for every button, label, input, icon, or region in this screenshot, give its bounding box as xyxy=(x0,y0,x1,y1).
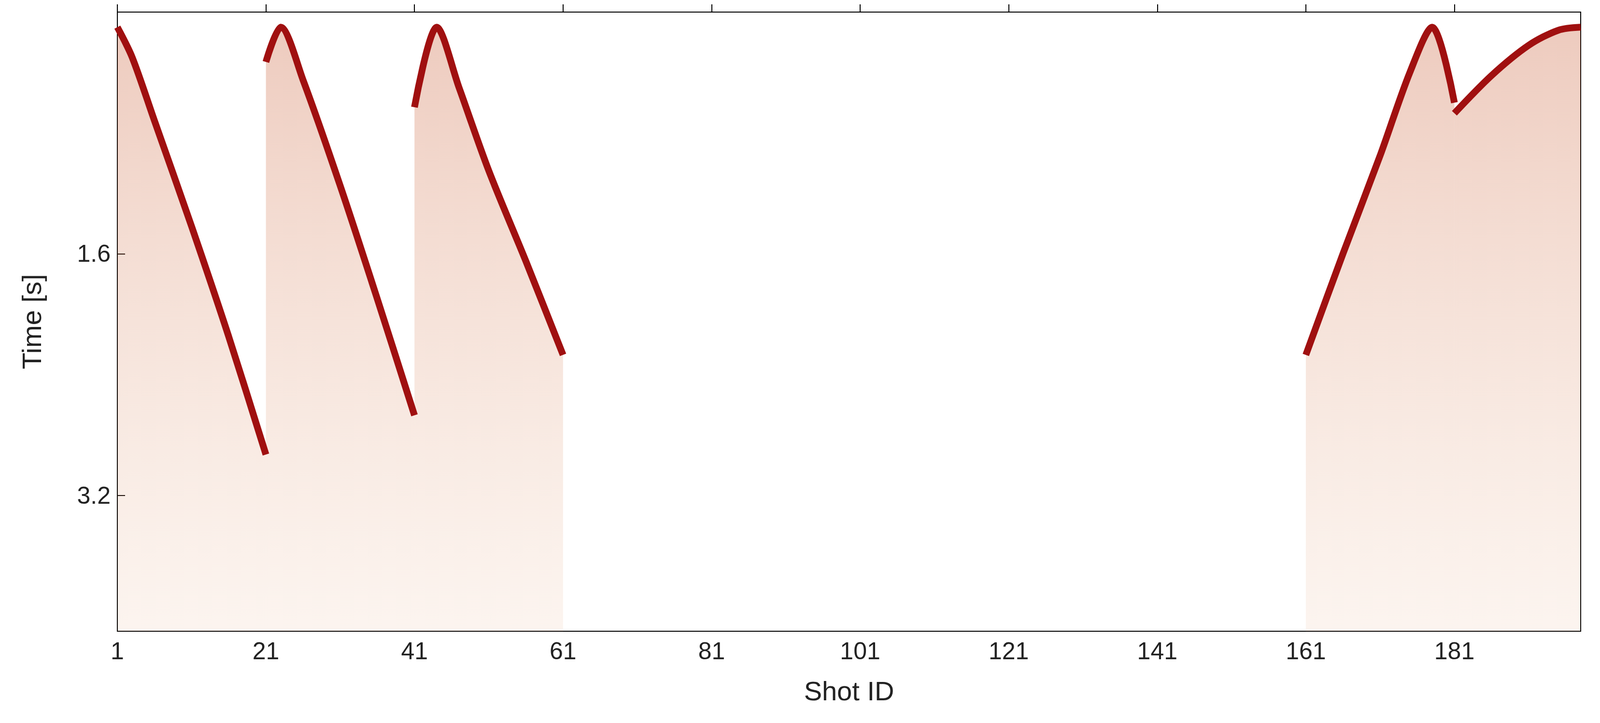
svg-text:1: 1 xyxy=(110,637,125,665)
svg-text:61: 61 xyxy=(549,637,577,665)
svg-text:Time [s]: Time [s] xyxy=(16,273,47,369)
svg-text:Shot ID: Shot ID xyxy=(804,675,895,707)
svg-text:3.2: 3.2 xyxy=(76,481,111,510)
svg-text:181: 181 xyxy=(1434,637,1475,665)
svg-text:41: 41 xyxy=(400,637,428,665)
svg-text:1.6: 1.6 xyxy=(76,240,111,268)
svg-text:161: 161 xyxy=(1285,637,1326,665)
svg-text:141: 141 xyxy=(1137,637,1178,665)
svg-text:101: 101 xyxy=(839,637,880,665)
svg-text:121: 121 xyxy=(988,637,1029,665)
svg-text:81: 81 xyxy=(698,637,726,665)
svg-text:21: 21 xyxy=(252,637,280,665)
